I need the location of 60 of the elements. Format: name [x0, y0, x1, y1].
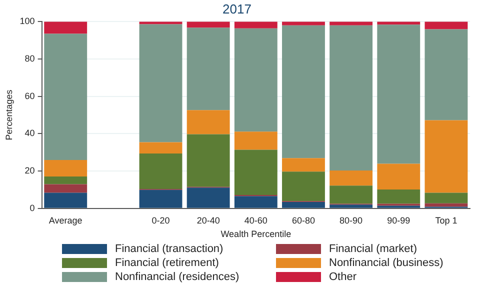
- bar: [139, 190, 182, 208]
- x-axis-title: Wealth Percentile: [220, 229, 292, 240]
- bar: [234, 150, 278, 195]
- bar: [44, 184, 88, 193]
- bar: [377, 24, 420, 164]
- bar: [424, 192, 468, 204]
- x-tick-label: 80-90: [340, 215, 363, 226]
- chart-title: 2017: [222, 1, 252, 16]
- bar: [330, 22, 373, 26]
- bar: [186, 22, 230, 28]
- bar: [330, 186, 373, 204]
- bar: [330, 170, 373, 186]
- x-tick-label: 90-99: [387, 215, 410, 226]
- bar: [282, 22, 325, 26]
- legend-label: Nonfinancial (residences): [115, 270, 240, 284]
- bar: [139, 24, 182, 142]
- bar: [424, 120, 468, 193]
- bar: [377, 164, 420, 190]
- bar: [282, 25, 325, 158]
- bar: [234, 196, 278, 208]
- bar: [234, 28, 278, 132]
- bar: [186, 110, 230, 134]
- y-tick-label: 80: [24, 53, 35, 64]
- bar: [234, 132, 278, 150]
- bar: [44, 160, 88, 176]
- y-tick-label: 60: [24, 90, 35, 101]
- x-tick-label: Average: [48, 215, 82, 226]
- legend-label: Financial (retirement): [115, 256, 219, 270]
- x-tick-label: 20-40: [196, 215, 220, 226]
- bar: [186, 134, 230, 187]
- bar: [282, 202, 325, 208]
- x-tick-label: 60-80: [292, 215, 315, 226]
- y-axis-title: Percentages: [4, 89, 14, 140]
- y-tick-label: 0: [30, 202, 35, 213]
- bar: [330, 25, 373, 170]
- x-tick-label: Top 1: [435, 215, 458, 226]
- bar: [330, 204, 373, 208]
- y-tick-label: 20: [24, 166, 35, 176]
- legend-label: Financial (transaction): [115, 242, 224, 256]
- bar: [44, 192, 88, 208]
- bar: [424, 22, 468, 30]
- y-tick-label: 40: [24, 128, 35, 138]
- bar: [139, 153, 182, 189]
- bar: [139, 142, 182, 154]
- bar: [282, 158, 325, 172]
- y-tick-label: 100: [20, 16, 35, 26]
- bar: [44, 176, 88, 184]
- bar: [424, 29, 468, 120]
- legend-label: Nonfinancial (business): [329, 256, 444, 270]
- legend-label: Other: [329, 270, 357, 284]
- bar: [377, 190, 420, 204]
- bar: [44, 22, 88, 34]
- bar: [186, 188, 230, 208]
- bar: [282, 172, 325, 202]
- bar: [234, 22, 278, 28]
- x-tick-label: 0-20: [152, 215, 170, 226]
- bar: [44, 34, 88, 160]
- bar: [186, 28, 230, 110]
- x-tick-label: 40-60: [244, 215, 268, 226]
- legend-label: Financial (market): [329, 242, 418, 256]
